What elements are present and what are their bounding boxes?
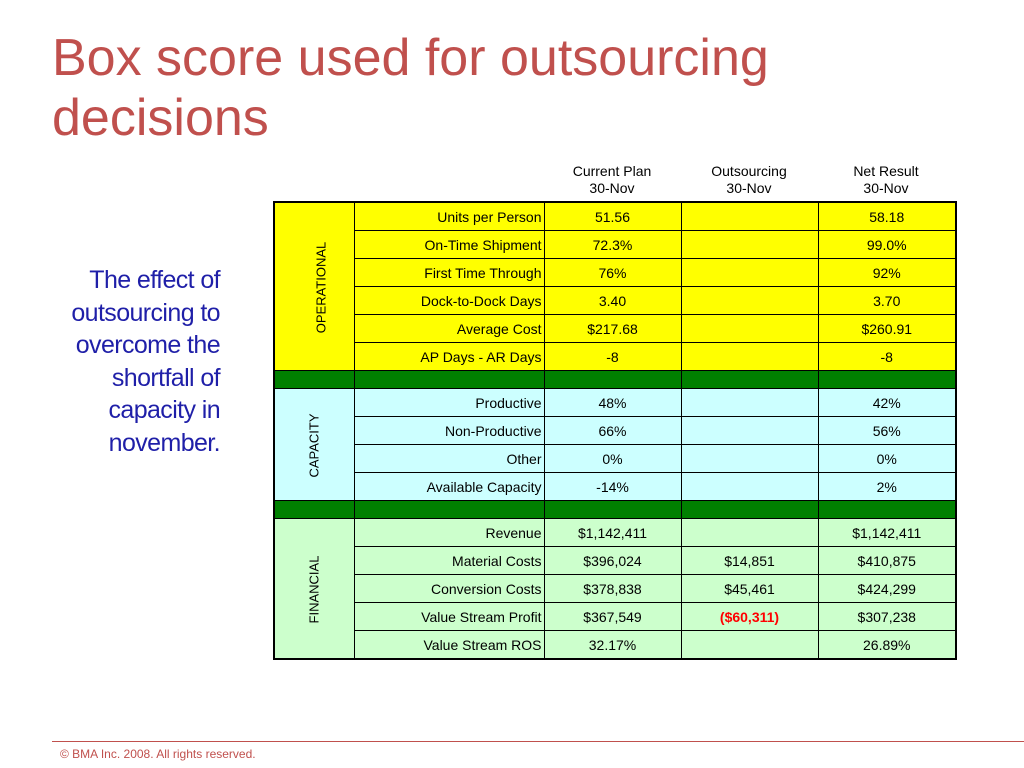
- column-header-date: 30-Nov: [589, 180, 635, 196]
- current-plan-value: $217.68: [543, 314, 682, 343]
- copyright-footer: © BMA Inc. 2008. All rights reserved.: [60, 747, 256, 761]
- outsourcing-value: [680, 230, 819, 259]
- table-row: FINANCIAL Revenue $1,142,411 $1,142,411: [273, 518, 957, 660]
- column-header-outsourcing: Outsourcing 30-Nov: [681, 163, 817, 197]
- row-label: Conversion Costs: [353, 574, 545, 603]
- table-row: Other 0% 0%: [274, 444, 957, 473]
- row-label: Average Cost: [353, 314, 545, 343]
- outsourcing-value: $45,461: [680, 574, 819, 603]
- section-financial: FINANCIAL: [273, 518, 355, 660]
- net-result-value: 0%: [817, 444, 957, 473]
- column-header-date: 30-Nov: [726, 180, 772, 196]
- section-operational: OPERATIONAL: [273, 201, 355, 371]
- box-score-table: OPERATIONAL Units per Person 51.56 58.18…: [273, 201, 957, 660]
- current-plan-value: -8: [543, 342, 682, 371]
- current-plan-value: 0%: [543, 444, 682, 473]
- outsourcing-value: [680, 388, 819, 417]
- net-result-value: 26.89%: [817, 630, 957, 660]
- outsourcing-value: [680, 518, 819, 547]
- net-result-value: 99.0%: [817, 230, 957, 259]
- current-plan-value: 3.40: [543, 286, 682, 315]
- row-label: Productive: [353, 388, 545, 417]
- outsourcing-value: [680, 472, 819, 501]
- table-row: AP Days - AR Days -8 -8: [274, 342, 957, 371]
- table-row: First Time Through 76% 92%: [274, 258, 957, 287]
- net-result-value: 58.18: [817, 201, 957, 231]
- slide-title: Box score used for outsourcing decisions: [52, 29, 769, 147]
- current-plan-value: 72.3%: [543, 230, 682, 259]
- current-plan-value: $367,549: [543, 602, 682, 631]
- table-row: Available Capacity -14% 2%: [274, 472, 957, 501]
- outsourcing-value: [680, 286, 819, 315]
- table-row: Average Cost $217.68 $260.91: [274, 314, 957, 343]
- column-header-current-plan: Current Plan 30-Nov: [544, 163, 680, 197]
- table-row: Non-Productive 66% 56%: [274, 416, 957, 445]
- section-divider: [273, 370, 957, 389]
- current-plan-value: $1,142,411: [543, 518, 682, 547]
- outsourcing-value: [680, 258, 819, 287]
- net-result-value: 2%: [817, 472, 957, 501]
- net-result-value: 42%: [817, 388, 957, 417]
- net-result-value: $424,299: [817, 574, 957, 603]
- table-row: On-Time Shipment 72.3% 99.0%: [274, 230, 957, 259]
- net-result-value: $307,238: [817, 602, 957, 631]
- row-label: On-Time Shipment: [353, 230, 545, 259]
- outsourcing-value: [680, 444, 819, 473]
- outsourcing-value: $14,851: [680, 546, 819, 575]
- table-row: OPERATIONAL Units per Person 51.56 58.18: [273, 201, 957, 371]
- table-row: Material Costs $396,024 $14,851 $410,875: [274, 546, 957, 575]
- net-result-value: $1,142,411: [817, 518, 957, 547]
- current-plan-value: $396,024: [543, 546, 682, 575]
- current-plan-value: 48%: [543, 388, 682, 417]
- footer-divider: [52, 741, 1024, 742]
- column-header-name: Net Result: [853, 163, 919, 179]
- column-header-net-result: Net Result 30-Nov: [818, 163, 954, 197]
- column-headers: Current Plan 30-Nov Outsourcing 30-Nov N…: [0, 163, 1024, 199]
- column-header-name: Outsourcing: [711, 163, 787, 179]
- current-plan-value: 76%: [543, 258, 682, 287]
- section-label: CAPACITY: [306, 412, 322, 478]
- net-result-value: 56%: [817, 416, 957, 445]
- row-label: Material Costs: [353, 546, 545, 575]
- column-header-name: Current Plan: [572, 163, 652, 179]
- row-label: Non-Productive: [353, 416, 545, 445]
- row-label: Other: [353, 444, 545, 473]
- row-label: AP Days - AR Days: [353, 342, 545, 371]
- outsourcing-value: [680, 630, 819, 660]
- outsourcing-value: [680, 342, 819, 371]
- table-row: Conversion Costs $378,838 $45,461 $424,2…: [274, 574, 957, 603]
- row-label: Dock-to-Dock Days: [353, 286, 545, 315]
- table-row: CAPACITY Productive 48% 42%: [273, 388, 957, 501]
- net-result-value: 3.70: [817, 286, 957, 315]
- current-plan-value: 66%: [543, 416, 682, 445]
- row-label: Revenue: [353, 518, 545, 547]
- current-plan-value: 32.17%: [543, 630, 682, 660]
- table-row: Dock-to-Dock Days 3.40 3.70: [274, 286, 957, 315]
- outsourcing-value: [680, 201, 819, 231]
- section-label: FINANCIAL: [306, 555, 322, 623]
- side-description: The effect of outsourcing to overcome th…: [71, 266, 220, 457]
- section-label: OPERATIONAL: [313, 241, 329, 333]
- net-result-value: 92%: [817, 258, 957, 287]
- current-plan-value: $378,838: [543, 574, 682, 603]
- row-label: Value Stream Profit: [353, 602, 545, 631]
- row-label: Available Capacity: [353, 472, 545, 501]
- net-result-value: $260.91: [817, 314, 957, 343]
- section-capacity: CAPACITY: [273, 388, 355, 501]
- outsourcing-value: ($60,311): [680, 602, 819, 631]
- outsourcing-value: [680, 416, 819, 445]
- section-divider: [273, 500, 957, 519]
- current-plan-value: -14%: [543, 472, 682, 501]
- table-row: Value Stream ROS 32.17% 26.89%: [274, 630, 957, 660]
- outsourcing-value: [680, 314, 819, 343]
- net-result-value: -8: [817, 342, 957, 371]
- row-label: Units per Person: [353, 201, 545, 231]
- table-row: Value Stream Profit $367,549 ($60,311) $…: [274, 602, 957, 631]
- row-label: Value Stream ROS: [353, 630, 545, 660]
- net-result-value: $410,875: [817, 546, 957, 575]
- current-plan-value: 51.56: [543, 201, 682, 231]
- column-header-date: 30-Nov: [863, 180, 909, 196]
- row-label: First Time Through: [353, 258, 545, 287]
